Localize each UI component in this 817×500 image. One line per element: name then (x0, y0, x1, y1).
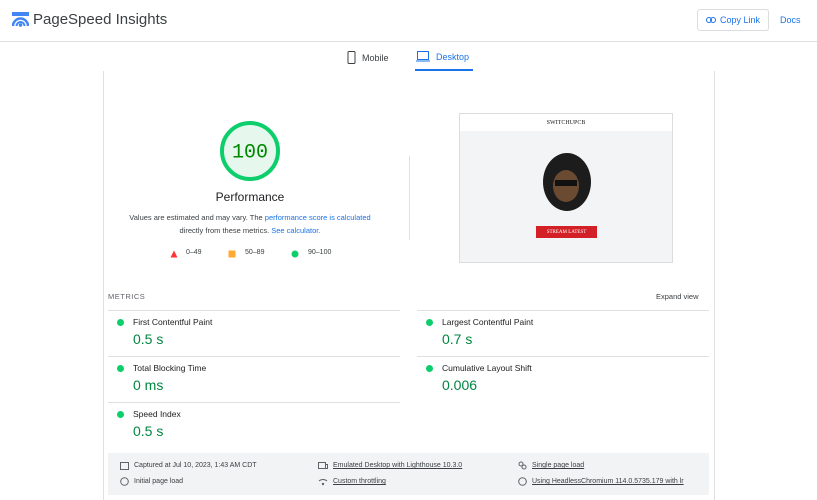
copy-link-label: Copy Link (719, 15, 761, 25)
run-info-item: Custom throttling (318, 477, 386, 486)
site-title: SWITCHUPCB (546, 120, 586, 126)
device-icon (318, 462, 328, 469)
metric: Total Blocking Time 0 ms (108, 356, 400, 402)
note-text: directly from these metrics. (179, 226, 270, 235)
metric: First Contentful Paint 0.5 s (108, 310, 400, 356)
legend-fail-icon (170, 250, 178, 258)
calendar-icon (120, 462, 129, 470)
run-info-text[interactable]: Single page load (532, 462, 585, 469)
link-icon (705, 17, 716, 23)
metric-value: 0.5 s (133, 331, 164, 347)
note-link[interactable]: See calculator. (271, 226, 321, 235)
app-title: PageSpeed Insights (33, 11, 168, 28)
metric-value: 0.006 (442, 377, 478, 393)
pass-dot (117, 365, 124, 372)
copy-link-button[interactable]: Copy Link (697, 9, 769, 31)
run-info-text: Initial page load (134, 478, 184, 485)
metrics-heading: METRICS (108, 292, 146, 301)
run-info-item: Initial page load (120, 477, 183, 486)
wifi-icon (318, 479, 328, 486)
site-header (460, 114, 672, 131)
score-note: Values are estimated and may vary. The p… (118, 211, 382, 237)
divider (409, 156, 410, 240)
page-screenshot: SWITCHUPCB STREAM LATEST (459, 113, 673, 263)
report-card (103, 71, 715, 500)
tab-label: Desktop (436, 51, 470, 62)
site-image (543, 153, 591, 211)
score-value: 100 (232, 141, 268, 164)
legend-pass-icon (291, 250, 299, 258)
run-info-item: Captured at Jul 10, 2023, 1:43 AM CDT (120, 461, 257, 470)
run-info-text[interactable]: Emulated Desktop with Lighthouse 10.3.0 (333, 462, 463, 469)
metric-name: Largest Contentful Paint (442, 317, 534, 327)
metric-name: Total Blocking Time (133, 363, 207, 373)
page-icon (518, 461, 527, 470)
score-gauge: 100 (220, 121, 280, 181)
pass-dot (117, 411, 124, 418)
run-info-item: Using HeadlessChromium 114.0.5735.179 wi… (518, 477, 708, 486)
run-info: Captured at Jul 10, 2023, 1:43 AM CDT In… (108, 453, 709, 495)
run-info-item: Emulated Desktop with Lighthouse 10.3.0 (318, 461, 462, 470)
timer-icon (120, 477, 129, 486)
legend-average-icon (228, 250, 236, 258)
metric-value: 0.5 s (133, 423, 164, 439)
metric: Speed Index 0.5 s (108, 402, 400, 448)
tab-label: Mobile (362, 52, 389, 63)
browser-icon (518, 477, 527, 486)
header: PageSpeed Insights Copy Link Docs (0, 0, 817, 42)
score-label: Performance (215, 190, 285, 204)
metric-name: First Contentful Paint (133, 317, 213, 327)
note-text: Values are estimated and may vary. The (129, 213, 263, 222)
run-info-text: Captured at Jul 10, 2023, 1:43 AM CDT (134, 462, 257, 469)
run-info-text[interactable]: Custom throttling (333, 478, 386, 485)
pass-dot (426, 319, 433, 326)
metric-name: Speed Index (133, 409, 181, 419)
mobile-icon (347, 51, 356, 64)
mobile-tab[interactable]: Mobile (347, 51, 389, 64)
pass-dot (426, 365, 433, 372)
desktop-icon (416, 51, 430, 62)
pass-dot (117, 319, 124, 326)
run-info-text[interactable]: Using HeadlessChromium 114.0.5735.179 wi… (532, 478, 684, 485)
metric-name: Cumulative Layout Shift (442, 363, 532, 373)
logo (12, 12, 29, 27)
note-link[interactable]: performance score is calculated (264, 213, 371, 222)
metric-value: 0.7 s (442, 331, 473, 347)
run-info-item: Single page load (518, 461, 584, 470)
legend-label: 90–100 (308, 249, 332, 256)
metric: Largest Contentful Paint 0.7 s (417, 310, 709, 356)
metric-value: 0 ms (133, 377, 164, 393)
site-button: STREAM LATEST (536, 226, 597, 238)
metric: Cumulative Layout Shift 0.006 (417, 356, 709, 402)
expand-view-button[interactable]: Expand view (656, 292, 699, 301)
legend-label: 50–89 (245, 249, 265, 256)
docs-link[interactable]: Docs (780, 15, 801, 25)
desktop-tab[interactable]: Desktop (416, 51, 469, 62)
active-tab-indicator (415, 69, 473, 71)
legend-label: 0–49 (186, 249, 202, 256)
